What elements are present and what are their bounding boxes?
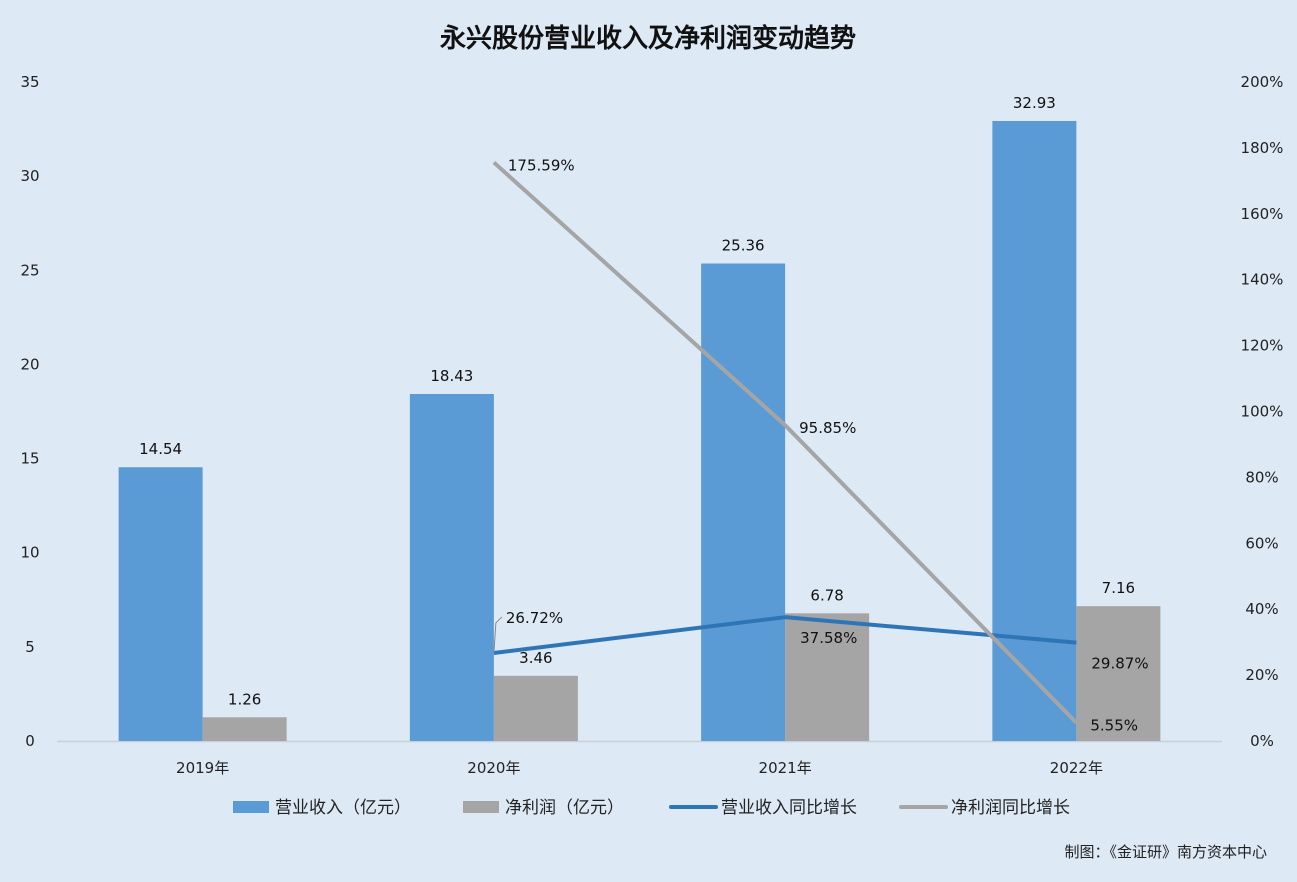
right-tick-label: 160% [1241, 205, 1284, 223]
left-tick-label: 5 [25, 638, 35, 656]
right-tick-label: 180% [1241, 139, 1284, 157]
bar [118, 467, 203, 741]
series-line [492, 160, 1078, 725]
right-tick-label: 60% [1245, 534, 1278, 552]
right-tick-label: 140% [1241, 271, 1284, 289]
right-tick-label: 20% [1245, 666, 1278, 684]
legend-label: 净利润（亿元） [505, 798, 624, 818]
lines-group [492, 160, 1078, 725]
line-value-label: 26.72% [506, 609, 563, 627]
bar-value-label: 14.54 [139, 440, 182, 458]
legend-swatch [463, 801, 499, 813]
bar [785, 613, 870, 741]
legend-swatch [233, 801, 269, 813]
left-tick-label: 15 [20, 450, 39, 468]
bar-value-label: 18.43 [430, 367, 473, 385]
line-value-label: 95.85% [799, 419, 856, 437]
bar-value-label: 32.93 [1013, 94, 1056, 112]
right-tick-label: 0% [1250, 732, 1274, 750]
left-y-axis: 0 5 10 15 20 25 30 35 [20, 73, 39, 750]
x-tick-label: 2022年 [1050, 759, 1103, 777]
left-tick-label: 35 [20, 73, 39, 91]
bar-value-label: 1.26 [228, 690, 261, 708]
bars-group [118, 120, 1161, 741]
bar-value-label: 25.36 [722, 237, 765, 255]
bar [701, 263, 786, 741]
right-y-axis: 0% 20% 40% 60% 80% 100% 120% 140% 160% 180% 200% [1241, 73, 1284, 750]
left-tick-label: 20 [20, 355, 39, 373]
right-tick-label: 40% [1245, 600, 1278, 618]
x-tick-label: 2021年 [759, 759, 812, 777]
legend: 营业收入（亿元） 净利润（亿元） 营业收入同比增长 净利润同比增长 [233, 798, 1070, 818]
bar-value-label: 7.16 [1102, 579, 1135, 597]
left-tick-label: 30 [20, 167, 39, 185]
data-labels: 14.54 18.43 25.36 32.93 1.26 3.46 6.78 7.16 26.7… [139, 94, 1148, 735]
legend-label: 净利润同比增长 [951, 798, 1070, 818]
legend-label: 营业收入（亿元） [275, 798, 411, 818]
x-tick-label: 2019年 [176, 759, 229, 777]
left-tick-label: 0 [25, 732, 35, 750]
bar-value-label: 3.46 [519, 649, 552, 667]
x-tick-label: 2020年 [467, 759, 520, 777]
label-leader-line [493, 616, 503, 653]
legend-label: 营业收入同比增长 [721, 798, 857, 818]
right-tick-label: 80% [1245, 468, 1278, 486]
right-tick-label: 120% [1241, 337, 1284, 355]
series-line [493, 615, 1077, 655]
line-value-label: 37.58% [800, 629, 857, 647]
x-axis: 2019年 2020年 2021年 2022年 [57, 740, 1222, 777]
bar-value-label: 6.78 [810, 586, 843, 604]
line-value-label: 5.55% [1090, 717, 1138, 735]
source-credit: 制图：《金证研》南方资本中心 [1064, 843, 1267, 861]
right-tick-label: 100% [1241, 403, 1284, 421]
line-value-label: 175.59% [508, 156, 575, 174]
right-tick-label: 200% [1241, 73, 1284, 91]
bar [493, 675, 578, 741]
line-value-label: 29.87% [1091, 655, 1148, 673]
left-tick-label: 25 [20, 261, 39, 279]
bar [202, 717, 287, 741]
bar [409, 393, 494, 741]
chart-title: 永兴股份营业收入及净利润变动趋势 [440, 23, 856, 54]
bar [1076, 606, 1161, 741]
left-tick-label: 10 [20, 544, 39, 562]
